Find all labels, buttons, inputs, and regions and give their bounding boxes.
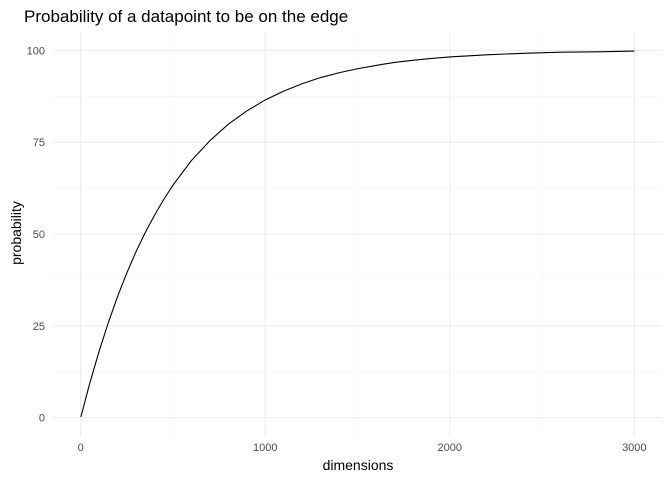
x-axis-ticks: 0 1000 2000 3000: [78, 442, 647, 454]
y-axis-ticks: 0 25 50 75 100: [27, 45, 45, 424]
y-tick-label: 0: [39, 413, 45, 425]
y-tick-label: 75: [33, 137, 45, 149]
y-tick-label: 100: [27, 45, 45, 57]
x-tick-label: 0: [78, 442, 84, 454]
y-tick-label: 50: [33, 229, 45, 241]
series-line: [80, 50, 635, 418]
y-axis-label: probability: [8, 201, 24, 265]
grid: [53, 32, 662, 436]
x-tick-label: 3000: [622, 442, 646, 454]
y-tick-label: 25: [33, 321, 45, 333]
series-layer: [80, 50, 635, 418]
x-tick-label: 2000: [438, 442, 462, 454]
chart-title: Probability of a datapoint to be on the …: [24, 7, 348, 26]
x-tick-label: 1000: [253, 442, 277, 454]
x-axis-label: dimensions: [323, 457, 394, 473]
